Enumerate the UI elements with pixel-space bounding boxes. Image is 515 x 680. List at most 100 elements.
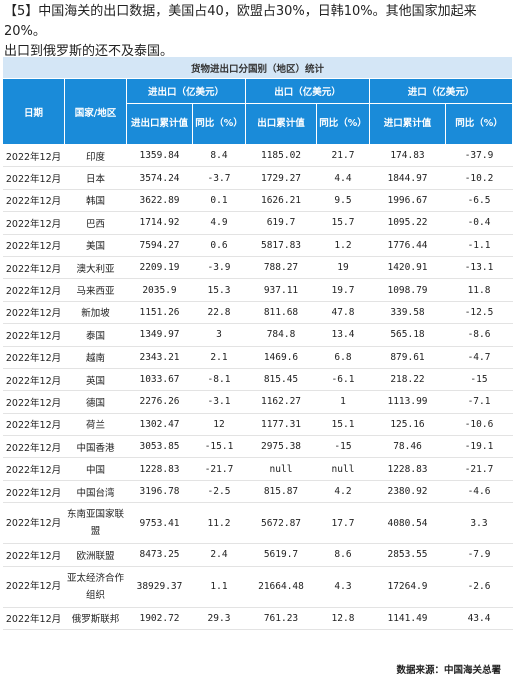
cell-export-value: 1729.27: [245, 166, 317, 190]
cell-region: 中国: [64, 457, 127, 481]
cell-total-value: 1151.26: [126, 300, 193, 325]
cell-import-value: 1420.91: [369, 255, 446, 280]
cell-export-yoy: 9.5: [316, 188, 370, 213]
cell-total-value: 2343.21: [126, 345, 193, 369]
cell-export-value: 1185.02: [245, 143, 317, 168]
cell-import-yoy: -37.9: [445, 143, 513, 168]
cell-export-value: 1162.27: [245, 390, 317, 414]
cell-export-yoy: 21.7: [316, 143, 370, 168]
cell-export-yoy: 47.8: [316, 300, 370, 325]
cell-total-value: 1033.67: [126, 367, 193, 392]
cell-import-value: 339.58: [369, 300, 446, 325]
cell-total-value: 3196.78: [126, 479, 193, 504]
cell-import-yoy: -21.7: [445, 457, 513, 481]
cell-region: 亚太经济合作组织: [64, 565, 127, 608]
cell-region: 荷兰: [64, 412, 127, 437]
cell-export-value: 1626.21: [245, 188, 317, 213]
cell-total-value: 9753.41: [126, 502, 193, 545]
cell-export-value: 21664.48: [245, 565, 317, 608]
table-row: 2022年12月 俄罗斯联邦 1902.72 29.3 761.23 12.8 1141.4…: [2, 606, 513, 631]
cell-import-yoy: -10.2: [445, 166, 513, 190]
cell-date: 2022年12月: [2, 565, 65, 608]
cell-export-yoy: -15: [316, 435, 370, 459]
cell-export-value: 1177.31: [245, 412, 317, 437]
table-title: 货物进出口分国别（地区）统计: [1, 56, 514, 79]
cell-region: 泰国: [64, 323, 127, 347]
cell-total-yoy: 1.1: [192, 565, 246, 608]
cell-import-yoy: -8.6: [445, 323, 513, 347]
cell-region: 东南亚国家联盟: [64, 502, 127, 545]
cell-total-value: 2276.26: [126, 390, 193, 414]
table-row: 2022年12月 马来西亚 2035.9 15.3 937.11 19.7 1098.79 1…: [2, 278, 513, 302]
cell-export-yoy: 6.8: [316, 345, 370, 369]
table-row: 2022年12月 亚太经济合作组织 38929.37 1.1 21664.48 4.3 17…: [2, 565, 513, 608]
cell-date: 2022年12月: [2, 367, 65, 392]
cell-total-yoy: -2.5: [192, 479, 246, 504]
cell-total-yoy: 12: [192, 412, 246, 437]
cell-import-value: 2380.92: [369, 479, 446, 504]
table-row: 2022年12月 泰国 1349.97 3 784.8 13.4 565.18 -8.6: [2, 323, 513, 347]
cell-export-yoy: 8.6: [316, 543, 370, 567]
cell-export-value: 619.7: [245, 211, 317, 235]
cell-total-yoy: -8.1: [192, 367, 246, 392]
cell-export-value: 811.68: [245, 300, 317, 325]
cell-import-yoy: -10.6: [445, 412, 513, 437]
cell-export-yoy: 17.7: [316, 502, 370, 545]
cell-date: 2022年12月: [2, 412, 65, 437]
table-row: 2022年12月 荷兰 1302.47 12 1177.31 15.1 125.16 -10.…: [2, 412, 513, 437]
table-row: 2022年12月 日本 3574.24 -3.7 1729.27 4.4 1844.97 -1…: [2, 166, 513, 190]
cell-date: 2022年12月: [2, 278, 65, 302]
cell-total-yoy: -3.7: [192, 166, 246, 190]
cell-date: 2022年12月: [2, 233, 65, 257]
cell-export-value: 1469.6: [245, 345, 317, 369]
cell-total-value: 1228.83: [126, 457, 193, 481]
cell-region: 美国: [64, 233, 127, 257]
cell-export-yoy: 15.1: [316, 412, 370, 437]
cell-export-yoy: null: [316, 457, 370, 481]
intro-line-2: 出口到俄罗斯的还不及泰国。: [4, 44, 174, 59]
header-total-group: 进出口（亿美元）: [126, 78, 246, 104]
cell-total-value: 3053.85: [126, 435, 193, 459]
cell-import-yoy: -6.5: [445, 188, 513, 213]
cell-region: 巴西: [64, 211, 127, 235]
table-row: 2022年12月 美国 7594.27 0.6 5817.83 1.2 1776.44 -1.…: [2, 233, 513, 257]
table-row: 2022年12月 欧洲联盟 8473.25 2.4 5619.7 8.6 2853.55 -7…: [2, 543, 513, 567]
cell-date: 2022年12月: [2, 143, 65, 168]
cell-total-yoy: 0.1: [192, 188, 246, 213]
table-row: 2022年12月 中国台湾 3196.78 -2.5 815.87 4.2 2380.92-…: [2, 479, 513, 504]
cell-date: 2022年12月: [2, 166, 65, 190]
cell-date: 2022年12月: [2, 606, 65, 631]
cell-export-value: 788.27: [245, 255, 317, 280]
cell-total-yoy: 15.3: [192, 278, 246, 302]
cell-export-value: 761.23: [245, 606, 317, 631]
cell-total-yoy: 2.4: [192, 543, 246, 567]
cell-date: 2022年12月: [2, 188, 65, 213]
cell-total-yoy: -15.1: [192, 435, 246, 459]
cell-total-yoy: -3.9: [192, 255, 246, 280]
cell-region: 英国: [64, 367, 127, 392]
cell-import-yoy: -4.7: [445, 345, 513, 369]
cell-import-yoy: -13.1: [445, 255, 513, 280]
cell-region: 俄罗斯联邦: [64, 606, 127, 631]
table-row: 2022年12月 越南 2343.21 2.1 1469.6 6.8 879.61 -4.7: [2, 345, 513, 369]
cell-total-value: 3622.89: [126, 188, 193, 213]
cell-date: 2022年12月: [2, 211, 65, 235]
trade-table: 货物进出口分国别（地区）统计 日期 国家/地区 进出口（亿美元） 出口（亿美元）…: [1, 56, 514, 631]
cell-total-value: 3574.24: [126, 166, 193, 190]
table-row: 2022年12月 巴西 1714.92 4.9 619.7 15.7 1095.22 -0.4: [2, 211, 513, 235]
table-row: 2022年12月 东南亚国家联盟 9753.41 11.2 5672.87 17.7 408…: [2, 502, 513, 545]
cell-import-value: 218.22: [369, 367, 446, 392]
cell-import-value: 1113.99: [369, 390, 446, 414]
cell-total-yoy: 22.8: [192, 300, 246, 325]
cell-export-yoy: 12.8: [316, 606, 370, 631]
cell-date: 2022年12月: [2, 255, 65, 280]
table-row: 2022年12月 韩国 3622.89 0.1 1626.21 9.5 1996.67 -6.…: [2, 188, 513, 213]
cell-export-value: 784.8: [245, 323, 317, 347]
cell-date: 2022年12月: [2, 435, 65, 459]
cell-date: 2022年12月: [2, 323, 65, 347]
header-total-yoy: 同比（%）: [192, 103, 246, 145]
header-total-value: 进出口累计值: [126, 103, 193, 145]
table-row: 2022年12月 中国香港 3053.85 -15.1 2975.38 -15 78.46-…: [2, 435, 513, 459]
cell-export-yoy: 19.7: [316, 278, 370, 302]
cell-region: 德国: [64, 390, 127, 414]
